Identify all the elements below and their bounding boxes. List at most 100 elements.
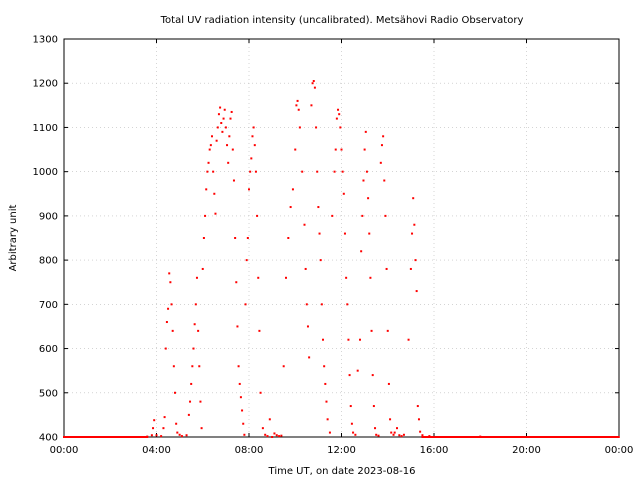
data-point (245, 259, 248, 262)
data-point (360, 250, 363, 253)
data-point (250, 157, 253, 160)
data-point (223, 108, 226, 111)
data-point (317, 206, 320, 209)
x-axis-ticks: 00:00 04:00 08:00 12:00 16:00 20:00 00:00 (50, 39, 633, 456)
data-point (246, 237, 249, 239)
data-point (411, 232, 414, 235)
data-point (407, 338, 410, 341)
data-point (379, 161, 382, 164)
data-point (215, 139, 218, 142)
data-point (316, 170, 319, 173)
x-tick-label: 08:00 (235, 445, 264, 456)
data-point (174, 391, 176, 394)
data-point (268, 418, 271, 421)
data-point (615, 436, 618, 438)
data-point (392, 433, 395, 436)
data-point (356, 369, 359, 372)
data-point (338, 113, 341, 116)
data-point (326, 418, 329, 421)
data-series (63, 80, 620, 438)
data-point (171, 329, 174, 332)
data-point (419, 430, 422, 433)
data-point (238, 382, 241, 385)
data-point (221, 130, 224, 133)
data-point (548, 436, 551, 438)
data-point (343, 232, 346, 235)
data-point (271, 436, 274, 438)
data-point (256, 214, 259, 217)
data-point (172, 365, 175, 368)
data-point (400, 435, 403, 438)
data-point (294, 148, 297, 151)
data-point (273, 432, 276, 435)
data-point (227, 161, 230, 164)
data-point (197, 329, 200, 332)
data-point (363, 148, 366, 151)
data-point (296, 99, 299, 102)
data-point (241, 409, 244, 412)
data-point (214, 212, 217, 215)
data-point (170, 303, 173, 306)
data-point (200, 427, 203, 430)
data-point (232, 179, 235, 182)
data-point (211, 135, 213, 138)
data-point (369, 276, 372, 279)
data-point (205, 188, 208, 191)
data-point (396, 427, 398, 430)
data-point (217, 113, 220, 116)
data-point (502, 436, 505, 438)
data-point (306, 325, 309, 328)
data-point (224, 126, 227, 129)
data-point (175, 422, 178, 425)
y-tick-label: 1200 (33, 79, 58, 90)
data-point (377, 434, 380, 437)
data-point (155, 434, 158, 437)
data-point (191, 365, 194, 368)
data-point (289, 206, 292, 209)
data-point (168, 272, 171, 275)
data-point (164, 347, 167, 350)
data-point (275, 434, 278, 437)
data-point (318, 232, 321, 235)
x-tick-label: 16:00 (420, 445, 449, 456)
data-point (264, 433, 267, 436)
data-point (198, 365, 201, 368)
data-point (243, 433, 246, 436)
data-point (349, 405, 352, 408)
data-point (340, 148, 343, 151)
data-point (257, 276, 260, 279)
data-point (206, 170, 209, 173)
data-point (163, 416, 166, 419)
data-point (305, 303, 308, 306)
data-point (204, 214, 207, 217)
data-point (220, 122, 223, 125)
data-point (402, 433, 405, 436)
y-tick-label: 1000 (33, 167, 58, 178)
data-point (213, 192, 216, 195)
data-point (67, 436, 70, 438)
data-point (180, 435, 183, 438)
data-point (311, 82, 314, 85)
data-point (259, 391, 262, 394)
data-point (328, 431, 331, 434)
data-point (235, 281, 238, 284)
data-point (361, 214, 364, 217)
y-tick-label: 900 (39, 211, 58, 222)
data-point (339, 126, 342, 129)
data-point (298, 126, 301, 129)
data-point (216, 126, 219, 129)
data-point (287, 237, 290, 239)
data-point (372, 405, 375, 408)
x-tick-label: 12:00 (327, 445, 356, 456)
data-point (365, 170, 368, 173)
data-point (285, 276, 287, 279)
data-point (244, 303, 247, 306)
data-point (370, 329, 373, 332)
x-tick-label: 04:00 (142, 445, 171, 456)
data-point (254, 170, 257, 173)
data-point (192, 347, 195, 350)
data-point (278, 435, 281, 438)
y-tick-label: 1100 (33, 123, 58, 134)
data-point (525, 436, 528, 438)
